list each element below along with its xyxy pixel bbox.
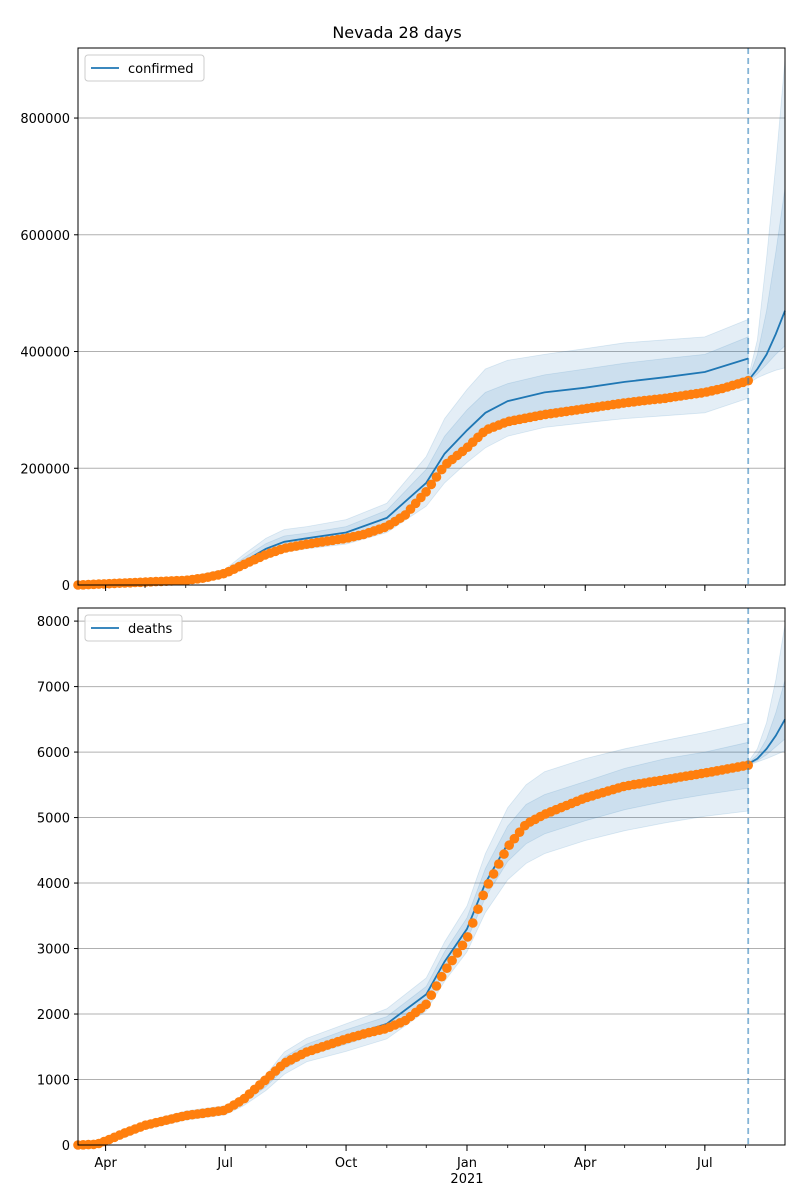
y-tick-label: 7000 [37,681,70,696]
observed-point [457,940,468,951]
legend: deaths [84,614,183,642]
figure-title: Nevada 28 days [332,23,461,42]
y-tick-label: 3000 [37,943,70,958]
observed-point [478,890,489,901]
legend-label: deaths [128,622,173,637]
observed-point [494,859,504,869]
x-tick-label: Jul [216,1156,233,1171]
x-tick-label: Jan [456,1156,477,1171]
y-tick-label: 2000 [37,1008,70,1023]
y-tick-label: 800000 [20,112,70,127]
legend-box [84,614,183,642]
confidence-band [77,741,749,1146]
observed-point [514,827,525,837]
observed-point [504,840,514,850]
deaths-panel: 0 1000 2000 3000 4000 5000 6000 7000 8000 Apr Jul O… [37,607,786,1187]
x-year-label: 2021 [450,1172,483,1187]
observed-point [509,833,520,844]
y-tick-label: 6000 [37,746,70,761]
y-tick-label: 400000 [20,346,70,361]
observed-point [468,918,478,928]
x-tick-label: Apr [94,1156,117,1171]
axes-frame [77,47,786,586]
observed-point [483,879,494,889]
observed-point [426,479,437,490]
observed-point [473,904,483,914]
y-tick-label: 600000 [20,229,70,244]
x-tick-label: Jul [696,1156,713,1171]
observed-point [488,869,499,879]
y-tick-label: 0 [62,579,70,594]
x-tick-label: Oct [335,1156,357,1171]
observed-point [421,487,431,497]
y-tick-label: 200000 [20,462,70,477]
observed-point [436,971,447,982]
y-tick-label: 5000 [37,812,70,827]
observed-point [499,849,509,859]
forecast-line [747,718,786,765]
y-tick-label: 0 [62,1139,70,1154]
legend-label: confirmed [128,62,194,77]
legend-box [84,54,205,82]
observed-point [426,990,437,1000]
confidence-band [77,336,749,586]
y-tick-label: 4000 [37,877,70,892]
confirmed-panel: 0 200000 400000 600000 800000 confirmed [20,47,786,594]
legend: confirmed [84,54,205,82]
observed-point [447,955,457,966]
observed-point [431,472,442,482]
y-tick-label: 1000 [37,1074,70,1089]
y-tick-label: 8000 [37,615,70,630]
observed-point [421,999,431,1010]
observed-point [431,981,442,991]
observed-point [442,963,452,973]
axes-frame [77,607,786,1146]
observed-point [452,948,463,958]
forecast-line [747,310,786,382]
observed-point [462,932,473,942]
confidence-band [77,318,749,586]
observed-point [743,760,753,770]
x-tick-label: Apr [574,1156,597,1171]
